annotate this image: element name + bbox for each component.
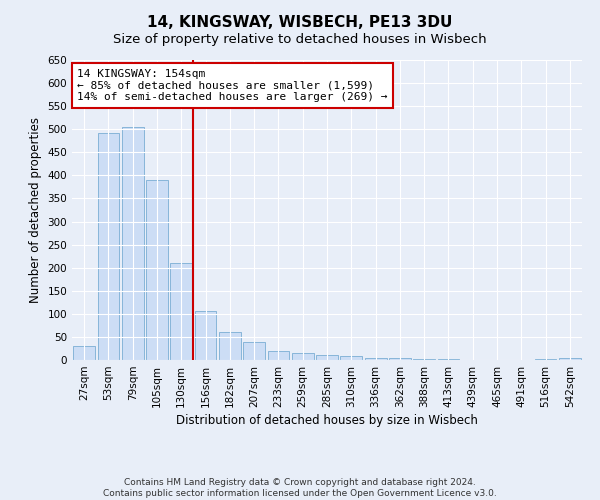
Bar xyxy=(316,356,338,360)
Bar xyxy=(292,353,314,360)
Text: 14, KINGSWAY, WISBECH, PE13 3DU: 14, KINGSWAY, WISBECH, PE13 3DU xyxy=(148,15,452,30)
Bar xyxy=(122,128,143,360)
Bar xyxy=(340,356,362,360)
Bar xyxy=(365,358,386,360)
Bar xyxy=(535,358,556,360)
X-axis label: Distribution of detached houses by size in Wisbech: Distribution of detached houses by size … xyxy=(176,414,478,427)
Bar xyxy=(437,359,460,360)
Bar xyxy=(170,263,192,360)
Text: Contains HM Land Registry data © Crown copyright and database right 2024.
Contai: Contains HM Land Registry data © Crown c… xyxy=(103,478,497,498)
Y-axis label: Number of detached properties: Number of detached properties xyxy=(29,117,42,303)
Bar xyxy=(219,332,241,360)
Bar xyxy=(243,342,265,360)
Text: 14 KINGSWAY: 154sqm
← 85% of detached houses are smaller (1,599)
14% of semi-det: 14 KINGSWAY: 154sqm ← 85% of detached ho… xyxy=(77,69,388,102)
Bar xyxy=(413,358,435,360)
Bar xyxy=(268,351,289,360)
Bar xyxy=(97,133,119,360)
Bar xyxy=(146,180,168,360)
Bar xyxy=(194,310,217,360)
Bar xyxy=(73,346,95,360)
Text: Size of property relative to detached houses in Wisbech: Size of property relative to detached ho… xyxy=(113,32,487,46)
Bar xyxy=(389,358,411,360)
Bar xyxy=(559,358,581,360)
